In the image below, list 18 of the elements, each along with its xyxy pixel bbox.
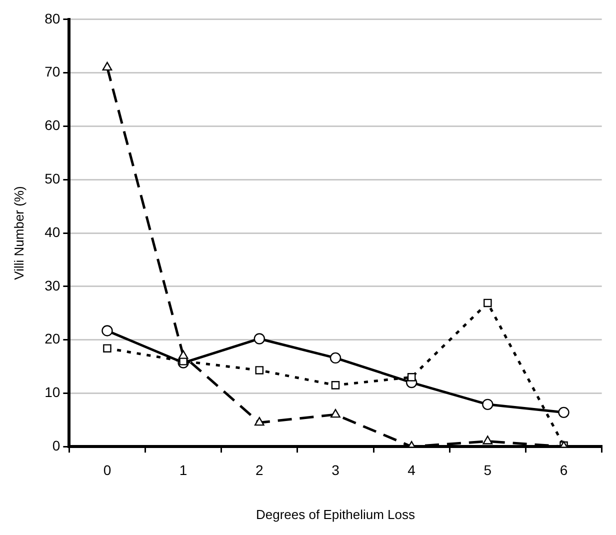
x-tick-label: 6: [560, 462, 568, 478]
y-tick-label: 50: [44, 170, 60, 186]
x-tick-label: 5: [484, 462, 492, 478]
y-tick-label: 80: [44, 10, 60, 26]
x-tick-label: 1: [179, 462, 188, 478]
y-tick-label: 30: [44, 277, 60, 294]
x-tick-label: 0: [103, 462, 112, 478]
y-tick-label: 40: [44, 224, 60, 240]
x-tick-label: 2: [256, 462, 264, 478]
x-axis-title: Degrees of Epithelium Loss: [256, 506, 416, 522]
y-tick-label: 70: [44, 64, 60, 80]
y-tick-label: 10: [44, 384, 60, 400]
x-tick-label: 3: [332, 462, 340, 478]
y-tick-label: 0: [52, 437, 60, 454]
y-axis-title: Villi Number (%): [11, 186, 26, 280]
x-tick-label: 4: [408, 462, 416, 478]
y-tick-label: 20: [44, 330, 60, 347]
y-tick-label: 60: [44, 117, 60, 134]
